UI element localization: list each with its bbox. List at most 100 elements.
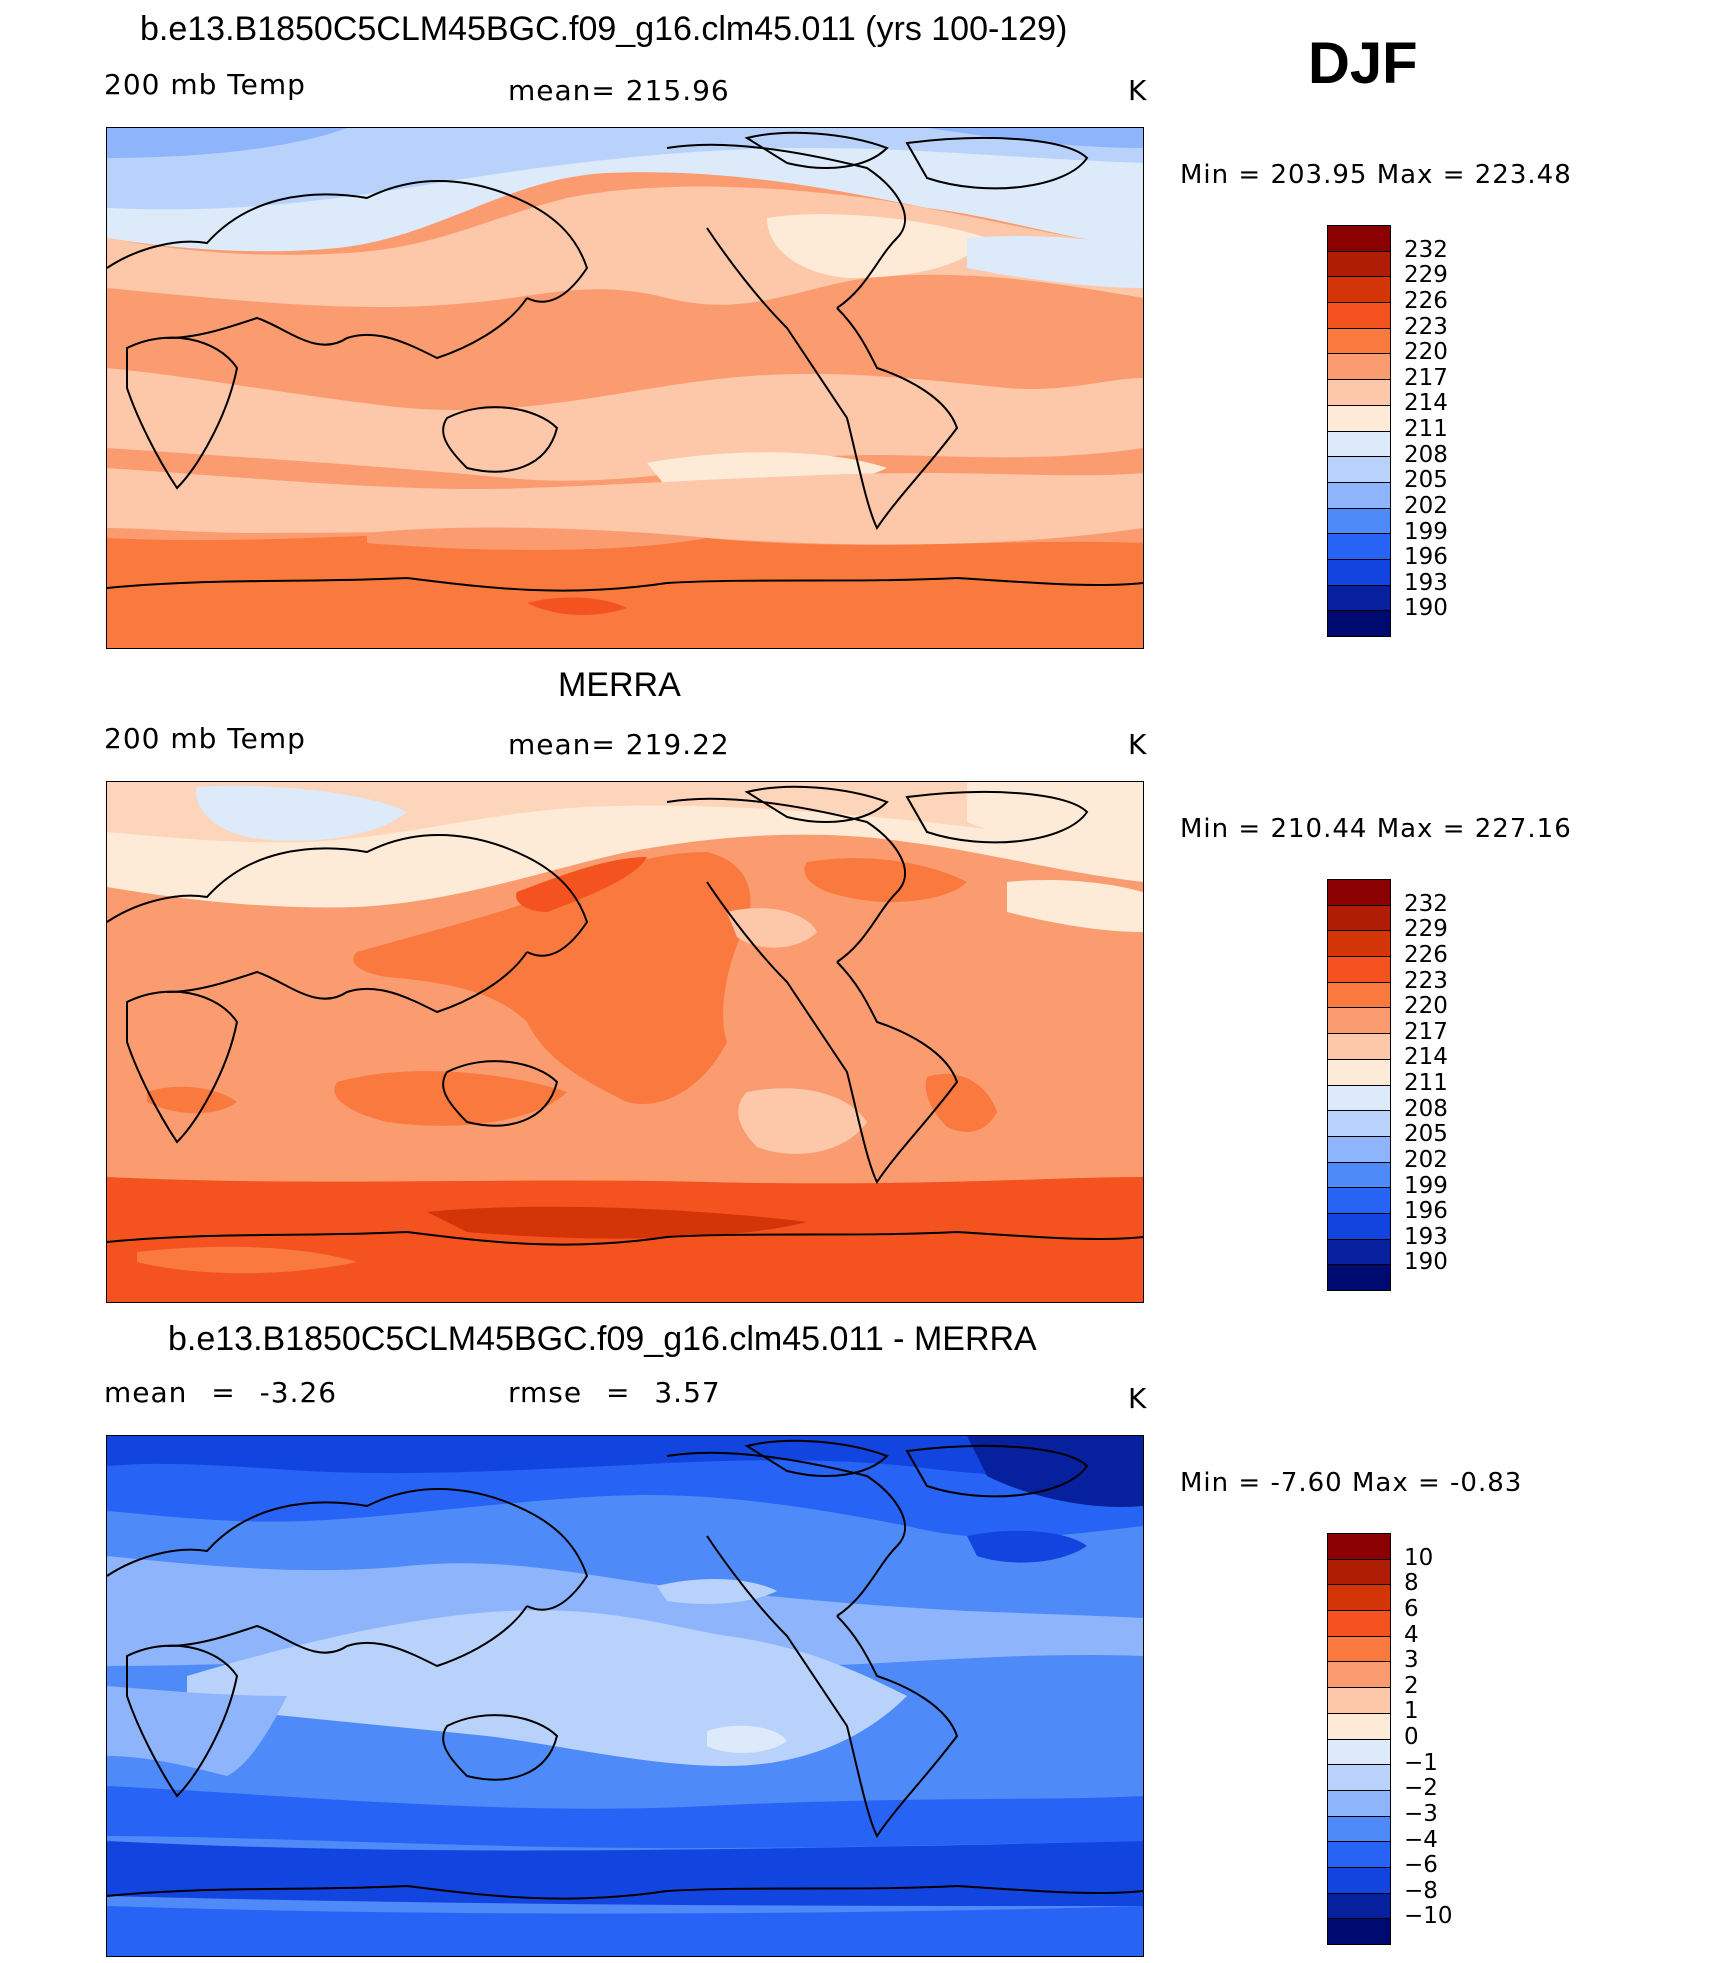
colorbar-tick-label: 232 bbox=[1404, 890, 1448, 917]
colorbar-swatch bbox=[1328, 1111, 1390, 1137]
colorbar-swatch bbox=[1328, 1636, 1390, 1663]
colorbar-swatch bbox=[1328, 303, 1390, 329]
colorbar-swatch bbox=[1328, 226, 1390, 252]
colorbar-swatch bbox=[1328, 1085, 1390, 1112]
colorbar-swatch bbox=[1328, 1059, 1390, 1086]
colorbar-swatch bbox=[1328, 1559, 1390, 1586]
colorbar-tick-label: 190 bbox=[1404, 1249, 1448, 1276]
colorbar-swatch bbox=[1328, 328, 1390, 355]
colorbar-swatch bbox=[1328, 1188, 1390, 1214]
colorbar-swatch bbox=[1328, 1008, 1390, 1035]
colorbar-tick-label: −2 bbox=[1404, 1775, 1438, 1802]
colorbar-tick-label: 199 bbox=[1404, 518, 1448, 545]
colorbar-swatch bbox=[1328, 405, 1390, 432]
colorbar-swatch bbox=[1328, 1867, 1390, 1894]
colorbar-tick-label: 208 bbox=[1404, 441, 1448, 468]
panel-2-colorbar bbox=[1327, 879, 1391, 1291]
colorbar-tick-label: 6 bbox=[1404, 1595, 1419, 1622]
colorbar-swatch bbox=[1328, 1893, 1390, 1920]
colorbar-tick-label: 232 bbox=[1404, 236, 1448, 263]
colorbar-tick-label: 226 bbox=[1404, 287, 1448, 314]
colorbar-tick-label: 190 bbox=[1404, 595, 1448, 622]
colorbar-swatch bbox=[1328, 1239, 1390, 1266]
colorbar-swatch bbox=[1328, 251, 1390, 278]
panel-3-title: b.e13.B1850C5CLM45BGC.f09_g16.clm45.011 … bbox=[168, 1320, 1037, 1358]
colorbar-swatch bbox=[1328, 982, 1390, 1009]
colorbar-swatch bbox=[1328, 431, 1390, 458]
panel-2-mean-label: mean= 219.22 bbox=[508, 728, 730, 761]
colorbar-tick-label: 214 bbox=[1404, 390, 1448, 417]
colorbar-swatch bbox=[1328, 508, 1390, 535]
colorbar-swatch bbox=[1328, 611, 1390, 636]
colorbar-swatch bbox=[1328, 585, 1390, 612]
colorbar-swatch bbox=[1328, 457, 1390, 483]
colorbar-swatch bbox=[1328, 1765, 1390, 1791]
colorbar-tick-label: 0 bbox=[1404, 1724, 1419, 1750]
colorbar-tick-label: 10 bbox=[1404, 1544, 1434, 1571]
colorbar-swatch bbox=[1328, 277, 1390, 304]
colorbar-tick-label: 229 bbox=[1404, 916, 1448, 943]
colorbar-tick-label: 2 bbox=[1404, 1672, 1419, 1699]
panel-2-title: MERRA bbox=[558, 666, 681, 704]
colorbar-tick-label: −3 bbox=[1404, 1800, 1438, 1827]
panel-1-map bbox=[106, 127, 1144, 649]
season-label: DJF bbox=[1308, 31, 1418, 96]
colorbar-swatch bbox=[1328, 354, 1390, 381]
colorbar-swatch bbox=[1328, 1162, 1390, 1189]
colorbar-tick-label: 217 bbox=[1404, 1018, 1448, 1045]
colorbar-swatch bbox=[1328, 482, 1390, 509]
colorbar-swatch bbox=[1328, 1739, 1390, 1766]
colorbar-swatch bbox=[1328, 1919, 1390, 1944]
colorbar-swatch bbox=[1328, 1842, 1390, 1868]
colorbar-tick-label: 208 bbox=[1404, 1095, 1448, 1122]
colorbar-tick-label: 4 bbox=[1404, 1621, 1419, 1648]
panel-3-mean-label: mean = -3.26 bbox=[104, 1376, 338, 1409]
colorbar-swatch bbox=[1328, 1611, 1390, 1637]
panel-1-colorbar bbox=[1327, 225, 1391, 637]
colorbar-tick-label: 214 bbox=[1404, 1044, 1448, 1071]
colorbar-swatch bbox=[1328, 1662, 1390, 1689]
panel-2-min-max: Min = 210.44 Max = 227.16 bbox=[1180, 814, 1572, 844]
colorbar-tick-label: −8 bbox=[1404, 1877, 1438, 1904]
colorbar-tick-label: 196 bbox=[1404, 1198, 1448, 1225]
panel-3-units: K bbox=[1128, 1382, 1148, 1415]
colorbar-swatch bbox=[1328, 1816, 1390, 1843]
colorbar-tick-label: 211 bbox=[1404, 416, 1448, 442]
colorbar-swatch bbox=[1328, 1213, 1390, 1240]
panel-1-mean-label: mean= 215.96 bbox=[508, 74, 730, 107]
colorbar-tick-label: 202 bbox=[1404, 1146, 1448, 1173]
colorbar-tick-label: −1 bbox=[1404, 1749, 1438, 1776]
panel-1-variable-label: 200 mb Temp bbox=[104, 68, 306, 101]
colorbar-tick-label: 3 bbox=[1404, 1647, 1419, 1674]
colorbar-swatch bbox=[1328, 559, 1390, 586]
colorbar-tick-label: 193 bbox=[1404, 569, 1448, 596]
panel-1-units: K bbox=[1128, 74, 1148, 107]
panel-2-units: K bbox=[1128, 728, 1148, 761]
colorbar-swatch bbox=[1328, 380, 1390, 406]
colorbar-tick-label: 223 bbox=[1404, 313, 1448, 340]
colorbar-swatch bbox=[1328, 1534, 1390, 1560]
colorbar-tick-label: 205 bbox=[1404, 467, 1448, 494]
colorbar-tick-label: 8 bbox=[1404, 1570, 1419, 1597]
colorbar-tick-label: −10 bbox=[1404, 1903, 1453, 1930]
colorbar-swatch bbox=[1328, 1265, 1390, 1290]
colorbar-swatch bbox=[1328, 1034, 1390, 1060]
colorbar-tick-label: 196 bbox=[1404, 544, 1448, 571]
colorbar-tick-label: −6 bbox=[1404, 1852, 1438, 1879]
colorbar-tick-label: 202 bbox=[1404, 492, 1448, 519]
panel-3-map bbox=[106, 1435, 1144, 1957]
colorbar-tick-label: 220 bbox=[1404, 339, 1448, 366]
colorbar-tick-label: 205 bbox=[1404, 1121, 1448, 1148]
panel-1-title: b.e13.B1850C5CLM45BGC.f09_g16.clm45.011 … bbox=[140, 10, 1068, 48]
panel-1-min-max: Min = 203.95 Max = 223.48 bbox=[1180, 160, 1572, 190]
colorbar-swatch bbox=[1328, 1136, 1390, 1163]
colorbar-swatch bbox=[1328, 880, 1390, 906]
colorbar-swatch bbox=[1328, 1790, 1390, 1817]
panel-3-colorbar bbox=[1327, 1533, 1391, 1945]
colorbar-tick-label: 223 bbox=[1404, 967, 1448, 994]
colorbar-swatch bbox=[1328, 931, 1390, 958]
colorbar-tick-label: 1 bbox=[1404, 1698, 1419, 1725]
colorbar-tick-label: 211 bbox=[1404, 1070, 1448, 1096]
colorbar-swatch bbox=[1328, 1585, 1390, 1612]
panel-2-map bbox=[106, 781, 1144, 1303]
